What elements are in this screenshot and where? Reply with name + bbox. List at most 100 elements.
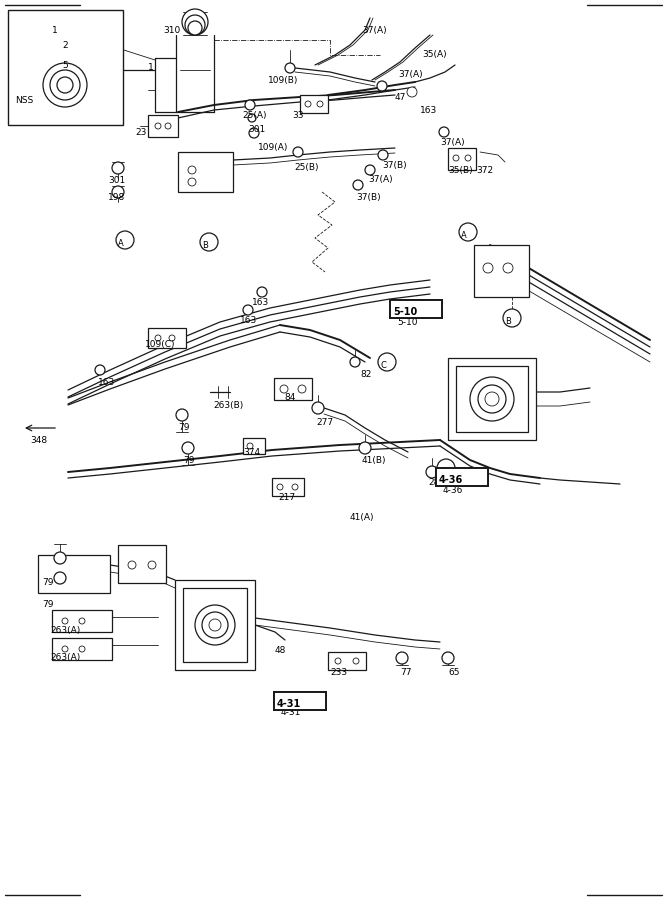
Circle shape [485, 392, 499, 406]
Circle shape [128, 561, 136, 569]
Circle shape [57, 77, 73, 93]
Text: 163: 163 [252, 298, 269, 307]
Text: 37(A): 37(A) [362, 26, 387, 35]
Circle shape [285, 63, 295, 73]
Text: 374: 374 [243, 448, 260, 457]
Bar [38, 555, 110, 593]
Text: 280: 280 [428, 478, 445, 487]
Text: 263(B): 263(B) [213, 401, 243, 410]
Circle shape [396, 652, 408, 664]
Circle shape [312, 402, 324, 414]
Text: 1: 1 [148, 63, 154, 72]
Text: 5-10: 5-10 [397, 318, 418, 327]
Circle shape [478, 385, 506, 413]
Text: B: B [202, 241, 208, 250]
Text: 25(B): 25(B) [294, 163, 319, 172]
Text: 5-10: 5-10 [393, 307, 418, 317]
Text: 37(B): 37(B) [382, 161, 407, 170]
Text: 35(A): 35(A) [422, 50, 447, 59]
Circle shape [79, 618, 85, 624]
Text: 41(A): 41(A) [350, 513, 374, 522]
Circle shape [442, 652, 454, 664]
Circle shape [335, 658, 341, 664]
Text: 1: 1 [52, 26, 58, 35]
Circle shape [169, 335, 175, 341]
Text: 77: 77 [400, 668, 412, 677]
Circle shape [465, 155, 471, 161]
Circle shape [95, 365, 105, 375]
Bar [148, 328, 186, 348]
Bar [328, 652, 366, 670]
Text: 41(B): 41(B) [362, 456, 386, 465]
Circle shape [453, 155, 459, 161]
Bar [52, 610, 112, 632]
Bar [178, 152, 233, 192]
Text: 348: 348 [30, 436, 47, 445]
Bar [274, 692, 326, 710]
Bar [448, 358, 536, 440]
Bar [175, 580, 255, 670]
Text: 263(A): 263(A) [50, 653, 80, 662]
Bar [436, 468, 488, 486]
Text: 217: 217 [278, 493, 295, 502]
Text: 82: 82 [360, 370, 372, 379]
Bar [390, 300, 442, 318]
Text: 37(B): 37(B) [356, 193, 381, 202]
Circle shape [407, 87, 417, 97]
Text: 48: 48 [275, 646, 286, 655]
Text: 109(A): 109(A) [258, 143, 288, 152]
Text: 310: 310 [163, 26, 180, 35]
Text: 2: 2 [62, 41, 67, 50]
Bar [274, 378, 312, 400]
Circle shape [377, 81, 387, 91]
Text: 5-10: 5-10 [392, 305, 416, 315]
Text: 277: 277 [316, 418, 333, 427]
Text: 84: 84 [284, 393, 295, 402]
Circle shape [378, 150, 388, 160]
Circle shape [437, 459, 455, 477]
Circle shape [112, 162, 124, 174]
Circle shape [243, 305, 253, 315]
Text: 4-31: 4-31 [276, 697, 300, 707]
Circle shape [503, 309, 521, 327]
Circle shape [257, 287, 267, 297]
Circle shape [305, 101, 311, 107]
Circle shape [503, 263, 513, 273]
Text: 79: 79 [42, 578, 53, 587]
Text: A: A [118, 239, 124, 248]
Circle shape [182, 442, 194, 454]
Text: 25(A): 25(A) [242, 111, 267, 120]
Text: 4-36: 4-36 [443, 486, 464, 495]
Circle shape [245, 100, 255, 110]
Circle shape [62, 646, 68, 652]
Bar [300, 95, 328, 113]
Bar [118, 545, 166, 583]
Text: 37(A): 37(A) [368, 175, 393, 184]
Bar [448, 148, 476, 170]
Circle shape [182, 9, 208, 35]
Circle shape [439, 127, 449, 137]
Text: 79: 79 [178, 423, 189, 432]
Text: 233: 233 [330, 668, 347, 677]
Circle shape [209, 619, 221, 631]
Text: 109(C): 109(C) [145, 340, 175, 349]
Bar [8, 10, 123, 125]
Circle shape [116, 231, 134, 249]
Text: 37(A): 37(A) [440, 138, 465, 147]
Circle shape [293, 147, 303, 157]
Circle shape [165, 123, 171, 129]
Text: 37(A): 37(A) [398, 70, 423, 79]
Circle shape [62, 618, 68, 624]
Circle shape [317, 101, 323, 107]
Circle shape [188, 178, 196, 186]
Circle shape [54, 552, 66, 564]
Text: 301: 301 [248, 125, 265, 134]
Text: 23: 23 [135, 128, 146, 137]
Circle shape [350, 357, 360, 367]
Bar [52, 638, 112, 660]
Circle shape [459, 223, 477, 241]
Text: A: A [461, 231, 467, 240]
Text: 4-36: 4-36 [439, 475, 464, 485]
Text: 65: 65 [448, 668, 460, 677]
Text: 198: 198 [108, 193, 125, 202]
